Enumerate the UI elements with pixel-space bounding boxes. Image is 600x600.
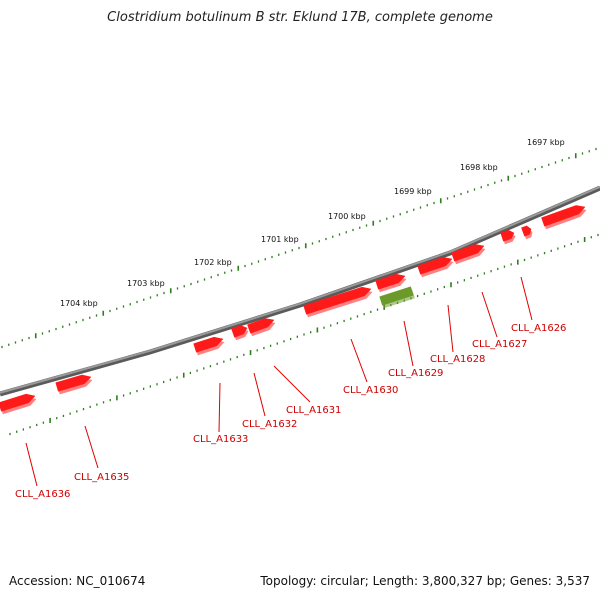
- gene-label-cll-a1632: CLL_A1632: [242, 419, 297, 430]
- gene-label-cll-a1635-leader: [84, 425, 99, 469]
- gene-arrow-cll-a1633: [193, 336, 224, 353]
- gene-label-cll-a1627-leader: [481, 291, 498, 338]
- gene-arrow-cll-a1636: [0, 393, 36, 412]
- backbone-shadow: [0, 185, 600, 397]
- gene-label-cll-a1629-leader: [403, 320, 414, 367]
- ruler-label-1704: 1704 kbp: [60, 299, 98, 308]
- gene-label-cll-a1632-leader: [253, 372, 266, 417]
- gene-label-cll-a1626-leader: [520, 276, 533, 321]
- gene-label-cll-a1633: CLL_A1633: [193, 434, 248, 445]
- gene-arrow-cll-a1626: [500, 229, 515, 242]
- gene-arrow-cll-a1631: [247, 318, 275, 334]
- gene-arrow-cll-a1630: [303, 286, 372, 315]
- gene-label-cll-a1631: CLL_A1631: [286, 405, 341, 416]
- ruler-label-1698: 1698 kbp: [460, 163, 498, 172]
- ruler-label-1701: 1701 kbp: [261, 235, 299, 244]
- gene-label-cll-a1628: CLL_A1628: [430, 354, 485, 365]
- gene-label-cll-a1629: CLL_A1629: [388, 368, 443, 379]
- gene-arrow-cll-a1632: [231, 325, 248, 338]
- backbone-highlight: [0, 185, 600, 394]
- ruler-label-1697: 1697 kbp: [527, 138, 565, 147]
- ruler-label-1702: 1702 kbp: [194, 258, 232, 267]
- topology-summary: Topology: circular; Length: 3,800,327 bp…: [260, 574, 590, 588]
- gene-label-cll-a1628-leader: [447, 304, 454, 353]
- gene-arrow-cll-a1628: [417, 257, 453, 275]
- gene-label-cll-a1633-leader: [218, 382, 221, 433]
- gene-label-cll-a1630: CLL_A1630: [343, 385, 398, 396]
- gene-arrow-cll-a1630: [375, 273, 406, 290]
- ruler-label-1699: 1699 kbp: [394, 187, 432, 196]
- gene-label-cll-a1631-leader: [273, 365, 311, 403]
- gene-arrow-cll-a1629: [379, 286, 414, 306]
- gene-arrow-cll-a1627: [521, 225, 532, 237]
- ruler-label-1700: 1700 kbp: [328, 212, 366, 221]
- accession-text: Accession: NC_010674: [9, 574, 146, 588]
- gene-label-cll-a1635: CLL_A1635: [74, 472, 129, 483]
- gene-arrow-cll-a1628: [451, 244, 485, 262]
- map-title: Clostridium botulinum B str. Eklund 17B,…: [107, 10, 493, 25]
- gene-label-cll-a1636-leader: [25, 442, 38, 487]
- gene-label-cll-a1636: CLL_A1636: [15, 489, 70, 500]
- gene-label-cll-a1630-leader: [350, 338, 368, 383]
- gene-arrow-cll-a1635: [55, 374, 92, 392]
- gene-label-cll-a1627: CLL_A1627: [472, 339, 527, 350]
- gene-arrow-cll-a1626: [541, 205, 586, 227]
- ruler-label-1703: 1703 kbp: [127, 279, 165, 288]
- gene-label-cll-a1626: CLL_A1626: [511, 323, 566, 334]
